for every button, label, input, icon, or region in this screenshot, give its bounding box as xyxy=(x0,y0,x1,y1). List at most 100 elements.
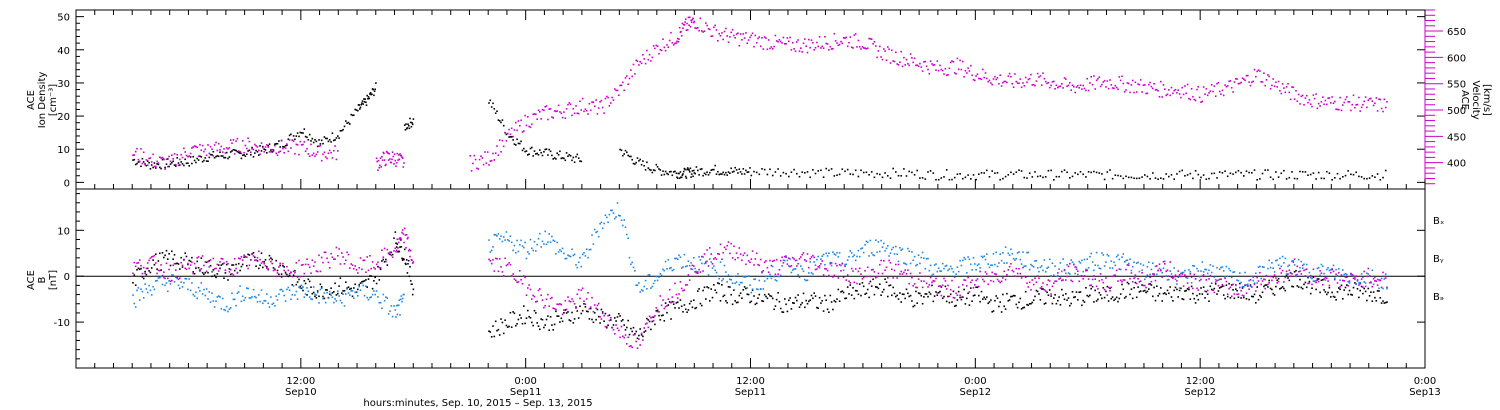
bx-point xyxy=(615,320,617,322)
density-point xyxy=(512,139,514,141)
bx-point xyxy=(1174,286,1177,289)
bx-point xyxy=(790,308,793,310)
by-point xyxy=(500,235,502,237)
velocity-point xyxy=(1228,80,1230,83)
by-point xyxy=(616,202,619,204)
by-point xyxy=(219,296,221,298)
bx-point xyxy=(866,288,869,291)
bx-point xyxy=(1103,296,1106,299)
bx-point xyxy=(693,299,695,301)
density-point xyxy=(246,153,248,155)
velocity-point xyxy=(1085,89,1087,92)
bz-point xyxy=(868,282,870,285)
bz-point xyxy=(591,296,593,299)
density-point xyxy=(201,160,204,163)
bz-point xyxy=(589,306,592,308)
by-point xyxy=(314,293,316,296)
density-point xyxy=(326,137,328,140)
bx-point xyxy=(1214,283,1217,285)
by-point xyxy=(897,260,900,263)
bz-point xyxy=(1336,282,1339,284)
density-point xyxy=(964,176,967,179)
bz-point xyxy=(630,345,632,347)
velocity-point xyxy=(1229,80,1232,82)
bx-point xyxy=(1050,295,1052,297)
by-point xyxy=(551,235,553,238)
bz-point xyxy=(337,255,339,257)
density-point xyxy=(521,149,524,152)
velocity-point xyxy=(137,158,140,161)
velocity-point xyxy=(596,113,599,115)
velocity-point xyxy=(535,113,537,116)
bz-point xyxy=(929,276,932,279)
bz-point xyxy=(1043,289,1046,291)
velocity-point xyxy=(873,41,876,43)
bz-point xyxy=(505,264,508,267)
bz-point xyxy=(520,279,522,281)
by-point xyxy=(917,254,920,256)
velocity-point xyxy=(801,51,803,53)
bz-point xyxy=(1304,275,1307,277)
velocity-point xyxy=(762,48,765,50)
bz-point xyxy=(357,272,359,274)
bz-point xyxy=(676,297,679,299)
bz-point xyxy=(510,275,513,277)
density-point xyxy=(540,151,542,154)
bz-point xyxy=(690,268,692,270)
velocity-point xyxy=(392,155,395,158)
bx-point xyxy=(519,314,521,316)
bz-point xyxy=(804,259,806,261)
velocity-point xyxy=(270,150,272,153)
bz-point xyxy=(651,316,654,318)
bz-point xyxy=(405,246,407,249)
velocity-point xyxy=(1027,78,1030,81)
density-point xyxy=(763,168,766,171)
velocity-point xyxy=(963,76,965,78)
density-point xyxy=(1259,178,1261,180)
density-point xyxy=(686,168,688,171)
top-panel-data xyxy=(132,16,1388,181)
bx-point xyxy=(743,286,746,288)
by-point xyxy=(561,247,564,250)
velocity-point xyxy=(692,17,694,20)
density-point xyxy=(644,169,647,171)
density-point xyxy=(545,148,548,150)
velocity-point xyxy=(672,44,675,46)
bx-point xyxy=(923,296,925,298)
by-point xyxy=(893,253,896,255)
bx-point xyxy=(671,300,674,303)
velocity-point xyxy=(187,155,189,158)
bz-point xyxy=(1086,269,1088,271)
velocity-point xyxy=(1008,72,1011,75)
bx-point xyxy=(676,301,679,303)
by-point xyxy=(270,296,272,298)
bz-point xyxy=(684,284,687,286)
bz-point xyxy=(572,300,575,303)
velocity-point xyxy=(992,78,995,80)
bz-point xyxy=(1257,280,1260,282)
bz-point xyxy=(1220,278,1222,280)
bz-point xyxy=(409,255,411,258)
bz-point xyxy=(1217,284,1220,287)
velocity-point xyxy=(288,139,291,141)
bx-point xyxy=(943,295,945,298)
bx-point xyxy=(1156,285,1158,287)
bz-point xyxy=(635,340,637,343)
velocity-point xyxy=(828,49,830,51)
bx-point xyxy=(589,307,592,310)
velocity-point xyxy=(941,69,944,72)
bx-point xyxy=(962,296,964,298)
velocity-point xyxy=(755,42,758,44)
by-point xyxy=(584,255,587,257)
bz-point xyxy=(318,254,320,257)
bz-point xyxy=(793,258,795,260)
bx-point xyxy=(808,300,810,303)
by-point xyxy=(180,281,182,283)
bx-point xyxy=(349,288,351,290)
velocity-point xyxy=(1007,75,1010,77)
density-point xyxy=(531,146,533,149)
bz-point xyxy=(229,268,232,271)
by-point xyxy=(341,302,343,304)
by-point xyxy=(283,294,285,297)
density-point xyxy=(244,155,247,157)
